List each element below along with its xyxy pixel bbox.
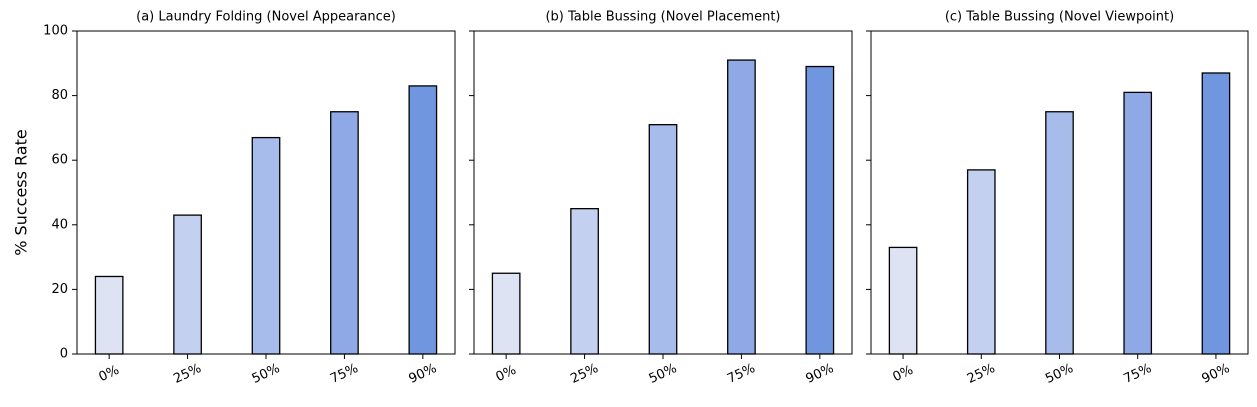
x-tick-label: 50%	[647, 361, 680, 387]
x-tick-label: 25%	[965, 361, 998, 387]
bar	[491, 272, 521, 355]
bar	[251, 136, 281, 355]
bar	[888, 246, 918, 355]
x-tick-label: 50%	[1043, 361, 1076, 387]
bar	[1045, 111, 1074, 355]
bar	[1123, 91, 1153, 355]
x-tick-label: 90%	[407, 361, 440, 387]
bar	[173, 214, 202, 355]
x-tick-label: 75%	[725, 361, 758, 387]
plot-frame	[870, 30, 1249, 355]
panel-title: (b) Table Bussing (Novel Placement)	[545, 10, 780, 25]
x-tick-label: 25%	[568, 361, 601, 387]
plot-frame	[473, 30, 853, 355]
x-tick-label: 0%	[97, 363, 122, 385]
x-tick-label: 50%	[250, 361, 283, 387]
y-tick-label: 100	[43, 24, 68, 39]
x-tick-label: 0%	[494, 363, 519, 385]
bar	[408, 85, 438, 355]
x-tick-label: 75%	[328, 361, 361, 387]
bar	[330, 111, 359, 355]
bar	[570, 207, 599, 355]
panel-title: (c) Table Bussing (Novel Viewpoint)	[945, 10, 1174, 25]
y-tick-label: 80	[51, 88, 68, 103]
y-axis-label: % Success Rate	[12, 129, 31, 255]
plot-frame	[76, 30, 456, 355]
y-tick-label: 60	[51, 153, 68, 168]
bar	[727, 59, 756, 355]
x-tick-label: 0%	[891, 363, 916, 385]
y-tick-label: 0	[60, 347, 68, 362]
panel-title: (a) Laundry Folding (Novel Appearance)	[136, 10, 396, 25]
x-tick-label: 25%	[171, 361, 204, 387]
bar	[966, 169, 996, 355]
bar	[648, 124, 678, 355]
x-tick-label: 90%	[1200, 361, 1233, 387]
y-tick-label: 40	[51, 217, 68, 232]
x-tick-label: 90%	[804, 361, 837, 387]
bar	[805, 65, 835, 355]
bar	[1201, 72, 1231, 355]
bar	[94, 275, 124, 355]
y-tick-label: 20	[51, 282, 68, 297]
x-tick-label: 75%	[1121, 361, 1154, 387]
